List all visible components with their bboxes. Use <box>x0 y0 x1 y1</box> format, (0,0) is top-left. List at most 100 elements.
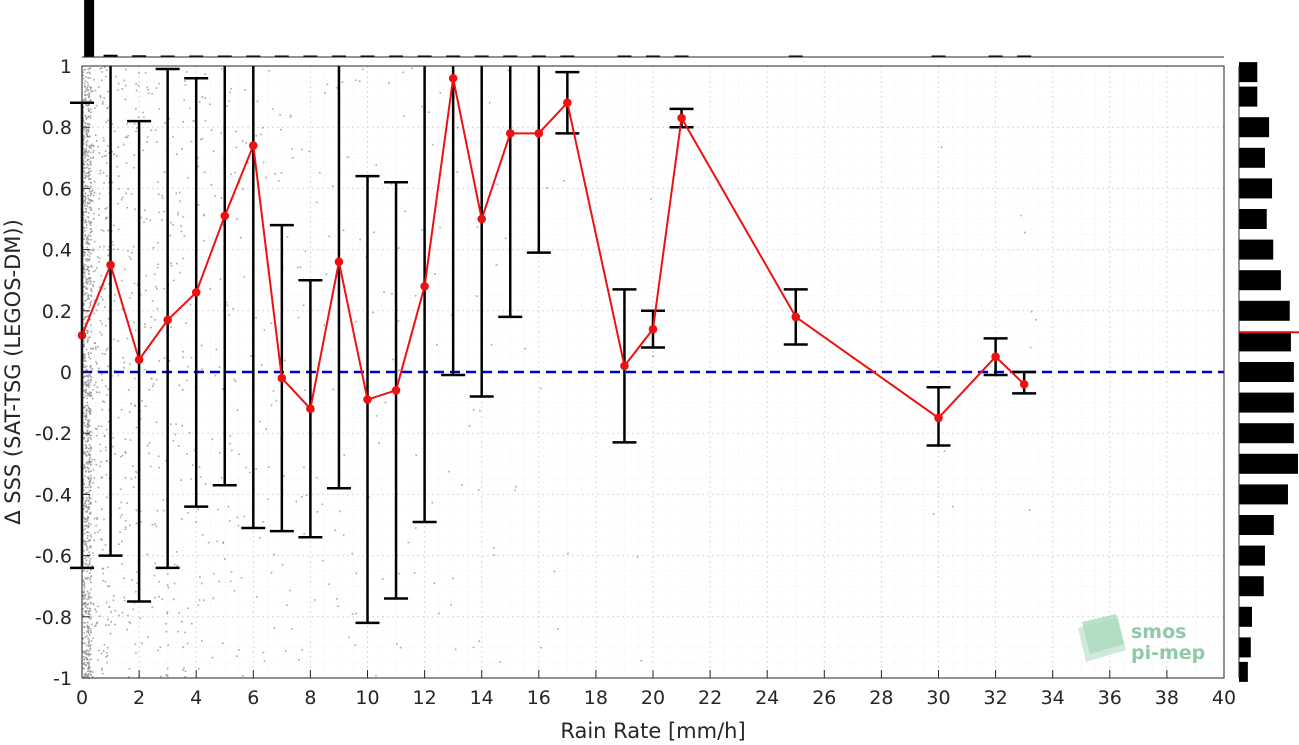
scatter-point <box>88 234 90 237</box>
top-histogram-bar <box>360 55 375 57</box>
scatter-point <box>89 474 92 477</box>
scatter-point <box>91 397 94 400</box>
scatter-point <box>103 518 105 521</box>
scatter-point <box>91 671 94 673</box>
scatter-point <box>414 295 417 297</box>
x-tick-label: 34 <box>1041 687 1065 709</box>
scatter-point <box>336 86 338 89</box>
scatter-point <box>99 172 102 175</box>
scatter-point <box>94 107 96 109</box>
scatter-point <box>183 99 185 102</box>
scatter-point <box>82 579 85 581</box>
scatter-point <box>175 551 178 553</box>
scatter-point <box>332 388 335 391</box>
scatter-point <box>86 81 89 84</box>
scatter-point <box>88 556 90 558</box>
right-histogram-bar <box>1239 239 1274 260</box>
scatter-point <box>86 476 89 479</box>
scatter-point <box>116 248 119 251</box>
scatter-point <box>158 595 160 598</box>
scatter-point <box>212 597 215 600</box>
scatter-point <box>93 458 96 461</box>
scatter-point <box>90 588 92 591</box>
mean-point <box>163 315 172 325</box>
scatter-point <box>86 140 89 142</box>
right-marginal-histogram <box>1239 62 1298 682</box>
scatter-point <box>86 537 89 539</box>
scatter-point <box>105 175 108 177</box>
scatter-point <box>108 282 110 285</box>
scatter-point <box>88 467 90 470</box>
x-axis-label: Rain Rate [mm/h] <box>560 719 745 743</box>
scatter-point <box>154 319 157 321</box>
scatter-point <box>82 201 85 203</box>
scatter-point <box>86 404 89 407</box>
scatter-point <box>85 145 88 147</box>
scatter-point <box>83 661 86 664</box>
scatter-point <box>450 314 453 317</box>
scatter-point <box>82 676 85 678</box>
scatter-point <box>107 317 110 320</box>
scatter-point <box>96 391 98 394</box>
scatter-point <box>84 502 87 505</box>
scatter-point <box>151 606 154 609</box>
scatter-point <box>280 172 283 174</box>
scatter-point <box>82 135 85 138</box>
mean-point <box>563 98 572 108</box>
scatter-point <box>170 423 172 426</box>
scatter-point <box>111 181 114 184</box>
scatter-point <box>83 550 85 552</box>
scatter-point <box>86 205 89 208</box>
scatter-point <box>88 71 90 74</box>
scatter-point <box>90 281 93 283</box>
scatter-point <box>85 237 88 240</box>
scatter-point <box>135 107 137 110</box>
scatter-point <box>490 343 493 346</box>
scatter-point <box>85 277 87 280</box>
scatter-point <box>303 466 305 469</box>
mean-point <box>620 361 629 371</box>
scatter-point <box>83 597 85 600</box>
scatter-point <box>123 596 125 599</box>
scatter-point <box>86 282 88 284</box>
scatter-point <box>182 350 184 353</box>
scatter-point <box>88 458 91 461</box>
scatter-point <box>148 348 151 351</box>
scatter-point <box>488 101 491 104</box>
scatter-point <box>84 675 87 677</box>
scatter-point <box>258 537 261 539</box>
scatter-point <box>86 401 88 404</box>
scatter-point <box>105 154 108 157</box>
mean-point <box>334 257 344 267</box>
scatter-point <box>136 571 138 573</box>
scatter-point <box>158 466 161 469</box>
scatter-point <box>180 225 182 227</box>
scatter-point <box>84 415 86 418</box>
scatter-point <box>88 506 90 508</box>
scatter-point <box>101 548 104 551</box>
scatter-point <box>83 226 85 229</box>
scatter-point <box>184 675 187 678</box>
scatter-point <box>265 176 267 179</box>
scatter-point <box>86 450 89 453</box>
scatter-point <box>126 136 129 139</box>
scatter-point <box>97 425 100 428</box>
scatter-point <box>83 590 86 593</box>
scatter-point <box>163 287 165 290</box>
scatter-point <box>101 672 104 675</box>
scatter-point <box>86 540 88 543</box>
scatter-point <box>86 253 89 256</box>
scatter-point <box>468 425 471 427</box>
scatter-point <box>142 111 144 114</box>
scatter-point <box>148 452 150 455</box>
scatter-point <box>88 67 91 70</box>
scatter-point <box>168 117 170 120</box>
scatter-point <box>82 364 85 366</box>
scatter-point <box>157 455 160 458</box>
scatter-point <box>84 207 87 210</box>
scatter-point <box>107 90 109 93</box>
scatter-point <box>84 221 87 224</box>
scatter-point <box>88 336 90 339</box>
top-histogram-bar <box>1017 55 1032 57</box>
scatter-point <box>114 453 116 456</box>
